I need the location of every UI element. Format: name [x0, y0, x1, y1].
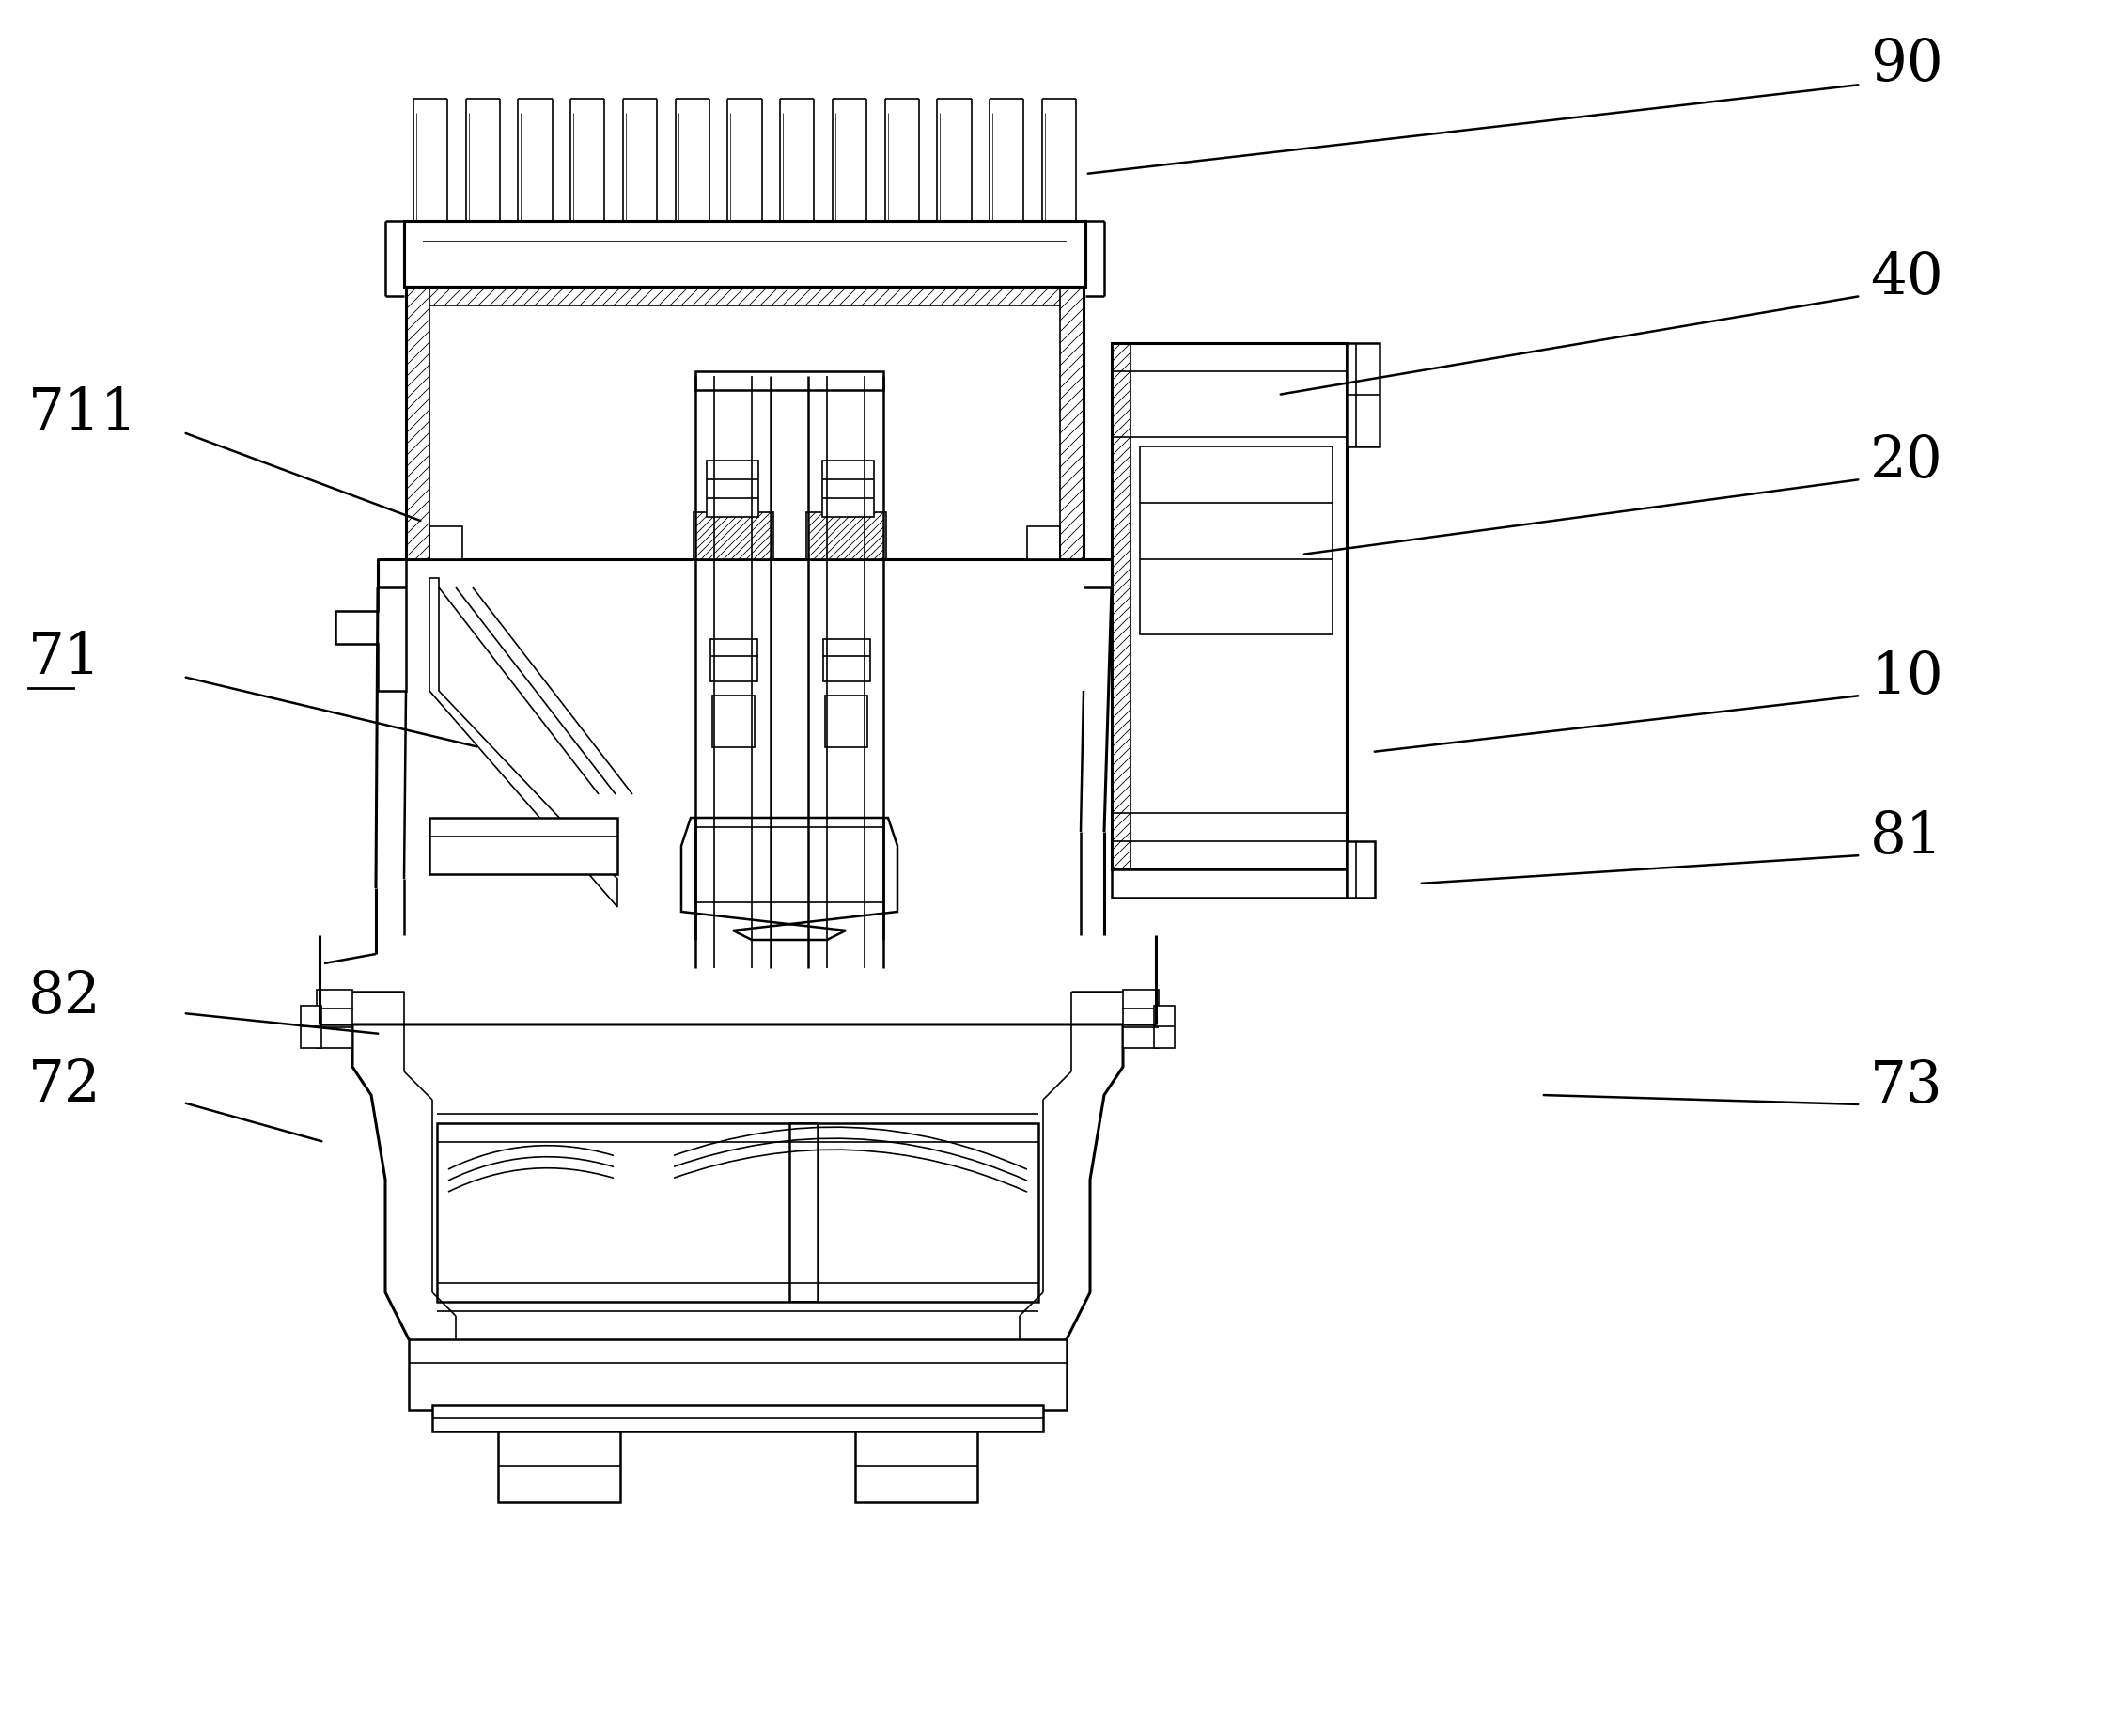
- Text: 90: 90: [1869, 36, 1943, 92]
- Text: 82: 82: [27, 969, 101, 1024]
- Bar: [693, 512, 773, 559]
- Bar: [429, 526, 463, 559]
- Bar: [709, 639, 758, 682]
- Bar: [1141, 446, 1332, 634]
- Bar: [429, 818, 617, 875]
- Text: 711: 711: [27, 385, 137, 441]
- Polygon shape: [429, 578, 617, 906]
- Bar: [301, 1005, 322, 1049]
- Bar: [825, 696, 867, 746]
- Polygon shape: [352, 1024, 1122, 1377]
- Bar: [1027, 526, 1061, 559]
- Text: 81: 81: [1869, 809, 1943, 865]
- Bar: [404, 220, 1086, 286]
- Bar: [1122, 1009, 1158, 1049]
- Text: 71: 71: [27, 630, 101, 686]
- Text: 73: 73: [1869, 1057, 1943, 1115]
- Polygon shape: [682, 818, 897, 939]
- Text: 10: 10: [1869, 649, 1943, 705]
- Bar: [1347, 842, 1375, 898]
- Bar: [316, 1009, 352, 1049]
- Bar: [806, 512, 886, 559]
- Bar: [711, 696, 754, 746]
- Bar: [707, 460, 758, 517]
- Bar: [316, 990, 352, 1009]
- Text: 20: 20: [1869, 432, 1943, 490]
- Bar: [1111, 870, 1347, 898]
- Text: 40: 40: [1869, 248, 1943, 306]
- Bar: [823, 639, 869, 682]
- Bar: [1111, 344, 1347, 870]
- Bar: [499, 1432, 621, 1502]
- Bar: [823, 460, 874, 517]
- Bar: [432, 1404, 1044, 1432]
- Bar: [855, 1432, 977, 1502]
- Bar: [438, 1123, 1038, 1302]
- Bar: [1122, 990, 1158, 1009]
- Bar: [406, 286, 1084, 559]
- Polygon shape: [335, 559, 406, 691]
- Bar: [408, 1340, 1067, 1410]
- Bar: [1154, 1005, 1175, 1049]
- Text: 72: 72: [27, 1057, 101, 1115]
- Bar: [1347, 344, 1379, 446]
- Bar: [695, 372, 884, 391]
